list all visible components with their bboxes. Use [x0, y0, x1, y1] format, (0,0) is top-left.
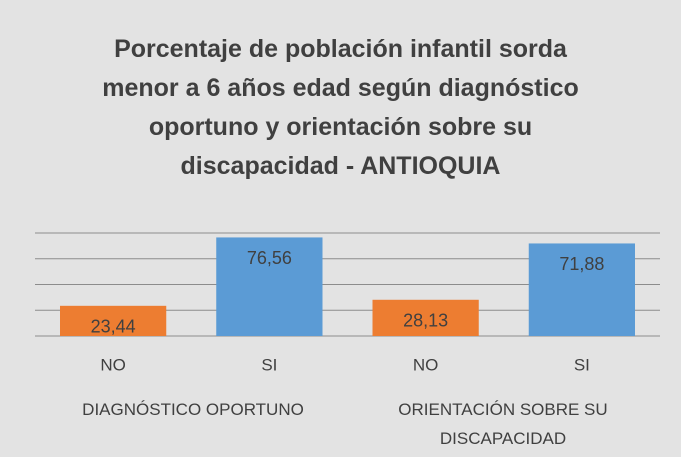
bar [372, 299, 479, 336]
chart-title: Porcentaje de población infantil sorda m… [102, 35, 579, 180]
group-label: DIAGNÓSTICO OPORTUNO [82, 400, 304, 419]
group-label: ORIENTACIÓN SOBRE SU DISCAPACIDAD [398, 400, 608, 448]
x-tick-label: SI [574, 355, 590, 374]
x-tick-label: NO [413, 355, 439, 374]
bar [528, 243, 635, 336]
value-label: 23,44 [91, 317, 136, 337]
x-tick-label: NO [100, 355, 126, 374]
value-label: 76,56 [247, 248, 292, 268]
bar [216, 237, 323, 336]
value-label: 71,88 [559, 254, 604, 274]
x-tick-label: SI [261, 355, 277, 374]
value-label: 28,13 [403, 311, 448, 331]
bar [60, 305, 167, 336]
